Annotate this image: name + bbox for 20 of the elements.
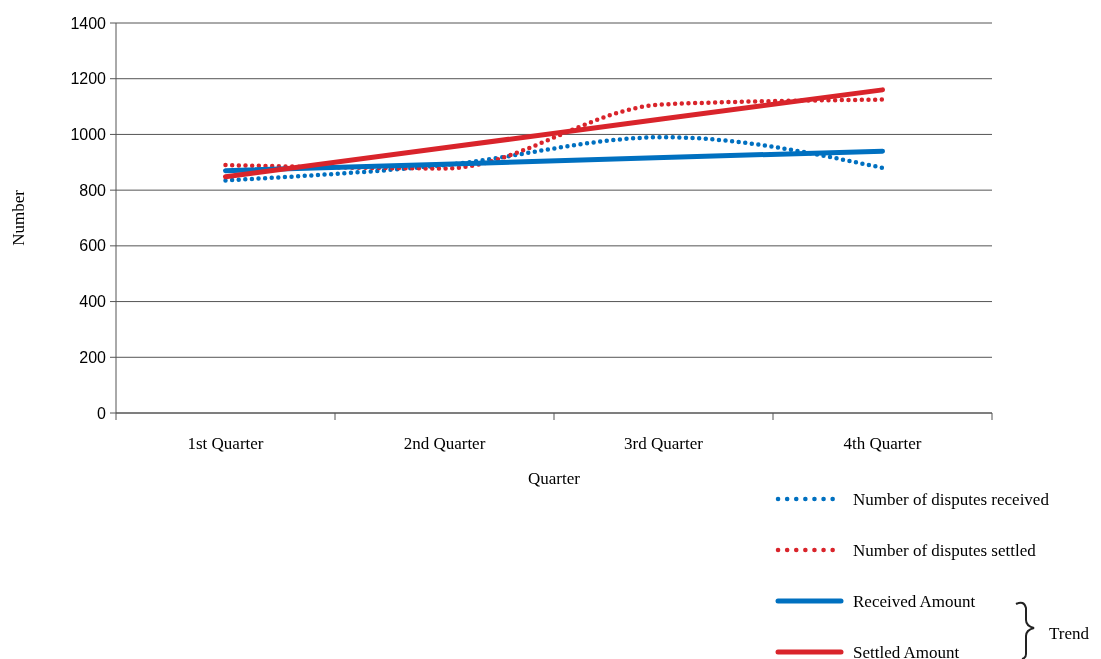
x-tick-label: 1st Quarter (187, 434, 264, 453)
y-tick-label: 200 (79, 348, 107, 366)
y-axis-title: Number (9, 189, 28, 246)
text: Trend (1049, 623, 1090, 643)
y-tick-label: 1000 (70, 126, 107, 144)
y-tick-label: 0 (97, 404, 107, 422)
line-series (223, 134, 885, 183)
legend-label: Received Amount (853, 591, 976, 611)
y-tick-label: 800 (79, 181, 107, 199)
legend-label: Number of disputes settled (853, 540, 1037, 560)
x-tick-label: 3rd Quarter (624, 434, 704, 453)
y-tick-label: 1200 (70, 70, 107, 88)
x-tick-label: 2nd Quarter (403, 434, 486, 453)
x-axis-title: Quarter (528, 469, 581, 488)
y-tick-label: 400 (79, 293, 107, 311)
legend-label: Number of disputes received (853, 489, 1050, 509)
legend-label: Settled Amount (853, 642, 960, 659)
y-tick-label: 1400 (70, 14, 107, 32)
y-tick-label: 600 (79, 237, 107, 255)
x-tick-label: 4th Quarter (843, 434, 922, 453)
